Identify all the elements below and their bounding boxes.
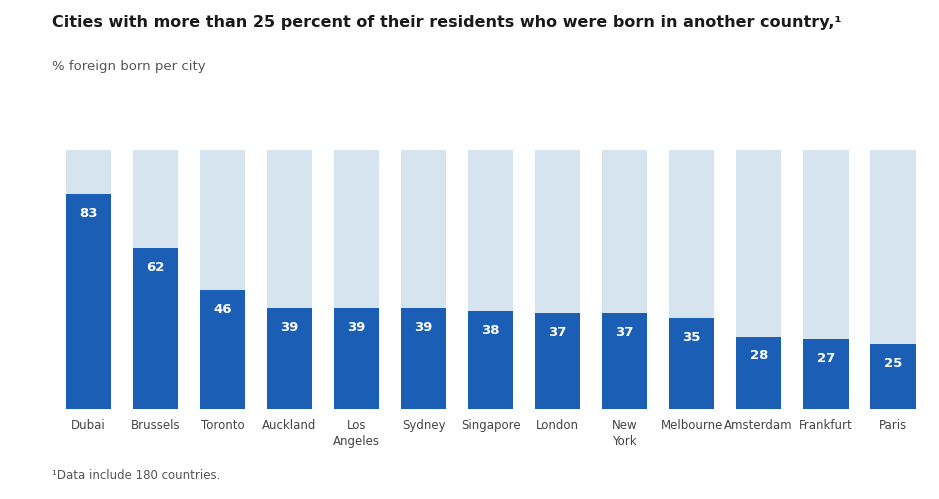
Text: 35: 35: [683, 331, 700, 344]
Text: New
York: New York: [612, 419, 638, 448]
Bar: [803, 339, 849, 409]
Bar: [669, 150, 715, 409]
Bar: [602, 150, 648, 409]
Text: Amsterdam: Amsterdam: [724, 419, 793, 432]
Text: 27: 27: [817, 352, 835, 365]
Text: Dubai: Dubai: [71, 419, 106, 432]
Bar: [200, 290, 245, 409]
Bar: [267, 150, 313, 409]
Bar: [401, 308, 446, 409]
Bar: [803, 150, 849, 409]
Text: 46: 46: [213, 303, 232, 316]
Bar: [535, 150, 580, 409]
Text: Melbourne: Melbourne: [660, 419, 723, 432]
Text: Toronto: Toronto: [201, 419, 244, 432]
Text: Auckland: Auckland: [262, 419, 316, 432]
Text: Singapore: Singapore: [461, 419, 520, 432]
Text: % foreign born per city: % foreign born per city: [52, 60, 206, 73]
Bar: [401, 150, 446, 409]
Bar: [736, 150, 781, 409]
Text: 37: 37: [615, 326, 634, 339]
Text: London: London: [536, 419, 579, 432]
Bar: [468, 150, 514, 409]
Bar: [66, 150, 112, 409]
Text: Frankfurt: Frankfurt: [799, 419, 853, 432]
Text: 38: 38: [482, 323, 500, 336]
Bar: [333, 308, 379, 409]
Text: 62: 62: [146, 261, 164, 274]
Bar: [602, 313, 648, 409]
Bar: [468, 310, 514, 409]
Bar: [333, 150, 379, 409]
Text: Paris: Paris: [879, 419, 907, 432]
Bar: [267, 308, 313, 409]
Text: ¹Data include 180 countries.: ¹Data include 180 countries.: [52, 469, 220, 482]
Bar: [132, 249, 178, 409]
Text: Los
Angeles: Los Angeles: [333, 419, 380, 448]
Bar: [870, 150, 916, 409]
Text: 39: 39: [281, 321, 299, 334]
Bar: [736, 336, 781, 409]
Text: 37: 37: [548, 326, 567, 339]
Text: Cities with more than 25 percent of their residents who were born in another cou: Cities with more than 25 percent of thei…: [52, 15, 841, 30]
Bar: [870, 344, 916, 409]
Text: 28: 28: [749, 349, 768, 362]
Text: 25: 25: [884, 357, 901, 370]
Bar: [669, 318, 715, 409]
Text: 83: 83: [79, 207, 98, 220]
Bar: [66, 194, 112, 409]
Text: Sydney: Sydney: [402, 419, 445, 432]
Text: 39: 39: [347, 321, 366, 334]
Bar: [132, 150, 178, 409]
Text: Brussels: Brussels: [131, 419, 180, 432]
Text: 39: 39: [414, 321, 433, 334]
Bar: [535, 313, 580, 409]
Bar: [200, 150, 245, 409]
